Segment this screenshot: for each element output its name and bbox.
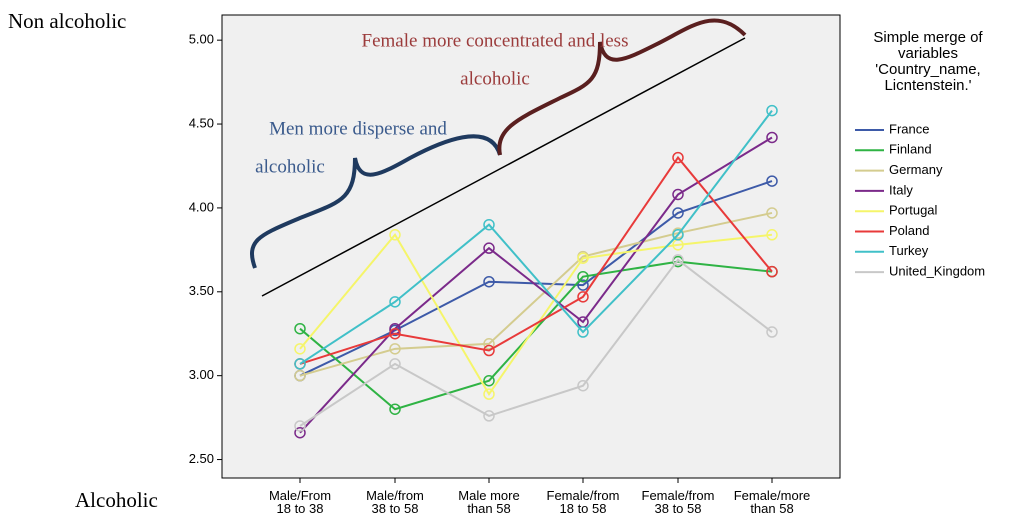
point-marker [389,343,401,355]
point-marker [483,338,495,350]
point-marker [672,207,684,219]
legend-label: United_Kingdom [889,264,985,279]
series-line [299,110,773,365]
point-marker [577,279,589,291]
legend-label: Turkey [889,243,929,258]
point-marker [766,326,778,338]
point-marker [294,426,306,439]
point-marker [389,327,401,340]
point-marker [483,388,495,400]
x-tick-label: Female/more than 58 [734,488,811,516]
point-marker [483,374,495,387]
plot-area [221,14,841,479]
annotation: alcoholic [460,68,530,89]
point-marker [672,254,684,266]
legend-label: Portugal [889,203,938,218]
point-marker [577,252,589,264]
point-marker [294,369,306,382]
series-line [299,136,773,434]
annotation: Men more disperse and [269,118,447,139]
x-tick-label: Male/From 18 to 38 [269,488,331,516]
legend-label: France [889,121,929,136]
series-line [299,155,773,365]
point-marker [766,131,778,144]
bottom-label: Alcoholic [75,488,158,512]
x-tick-label: Female/from 38 to 58 [642,488,715,516]
point-marker [294,358,306,370]
series-line [299,233,773,396]
men-brace [250,134,502,269]
legend-title: Licntenstein.' [884,77,971,94]
series-line [299,258,773,427]
legend-title: variables [898,45,958,62]
point-marker [483,242,495,254]
point-marker [577,291,589,303]
point-marker [294,322,306,335]
y-tick-label: 5.00 [189,32,214,47]
series-line [299,211,773,377]
point-marker [766,104,778,117]
point-marker [766,207,778,219]
trend-line [261,37,746,297]
y-tick-label: 2.50 [189,451,214,466]
y-tick-label: 3.50 [189,283,214,298]
top-label: Non alcoholic [8,9,126,33]
point-marker [389,229,401,241]
x-tick-label: Male more than 58 [458,488,519,516]
point-marker [766,265,778,278]
x-tick-label: Female/from 18 to 58 [547,488,620,516]
point-marker [389,358,401,370]
point-marker [577,326,589,338]
x-tick-label: Male/from 38 to 58 [366,488,424,516]
legend-title: 'Country_name, [875,61,980,78]
point-marker [672,151,684,164]
point-marker [483,275,495,288]
legend-label: Finland [889,142,932,157]
point-marker [389,296,401,308]
y-tick-label: 4.50 [189,115,214,130]
point-marker [766,175,778,187]
point-marker [577,379,589,392]
point-marker [672,188,684,201]
point-marker [294,420,306,432]
point-marker [294,343,306,355]
series-line [299,260,773,411]
y-tick-label: 4.00 [189,199,214,214]
y-tick-label: 3.00 [189,367,214,382]
female-brace [497,18,747,156]
point-marker [766,229,778,241]
point-marker [389,403,401,415]
legend-label: Germany [889,162,943,177]
point-marker [483,344,495,357]
point-marker [483,410,495,422]
annotation: Female more concentrated and less [362,30,629,51]
point-marker [672,229,684,241]
legend-label: Italy [889,182,913,197]
annotation: alcoholic [255,156,325,177]
point-marker [577,270,589,283]
legend-title: Simple merge of [873,29,983,46]
point-marker [483,218,495,231]
legend-label: Poland [889,223,929,238]
